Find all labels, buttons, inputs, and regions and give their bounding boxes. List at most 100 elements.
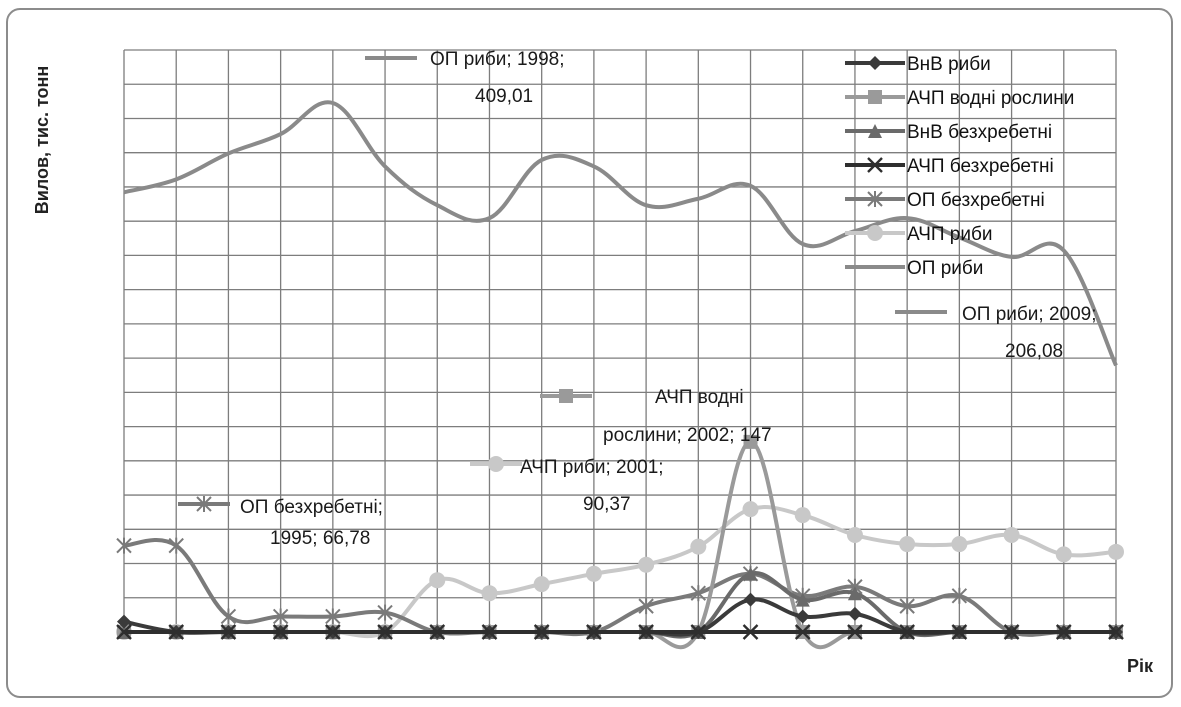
series-4-point	[690, 585, 707, 602]
data-label-key-point	[196, 496, 212, 512]
series-2-line	[123, 571, 1116, 639]
legend-key-point	[868, 90, 882, 104]
series-4-point	[899, 598, 915, 615]
annotation-layer: ОП риби; 1998; 409,01 ОП риби; 2009; 206,08…	[178, 49, 1097, 549]
legend-key-point	[868, 56, 882, 70]
series-0-point	[743, 592, 758, 607]
series-3-point	[951, 624, 968, 640]
series-5-point	[1108, 543, 1124, 560]
data-label: ОП риби; 2009; 206,08	[895, 304, 1097, 362]
series-3-point	[116, 624, 132, 640]
series-3-point	[638, 624, 654, 640]
series-4-point	[220, 608, 237, 625]
legend-label: АЧП водні рослини	[907, 88, 1074, 109]
series-3-point	[429, 624, 446, 640]
legend-label: АЧП безхребетні	[907, 156, 1054, 177]
series-3	[116, 624, 1124, 640]
series-layer	[116, 100, 1124, 650]
series-3-point	[220, 624, 237, 640]
data-label-line2: 206,08	[1005, 341, 1063, 362]
legend-label: ВнВ безхребетні	[907, 122, 1052, 143]
series-3-point	[1055, 624, 1072, 640]
series-3-point	[794, 624, 811, 640]
series-1-point	[743, 434, 758, 449]
series-3-point	[847, 624, 863, 640]
series-4-point	[116, 537, 132, 554]
legend-item: ОП безхребетні	[845, 190, 1045, 211]
series-4	[116, 537, 1124, 640]
series-5-point	[1003, 527, 1020, 543]
legend-label: ВнВ риби	[907, 54, 991, 75]
data-label: ОП риби; 1998; 409,01	[365, 49, 565, 107]
series-0-point	[795, 609, 810, 624]
legend-item: АЧП водні рослини	[845, 88, 1074, 109]
legend: ВнВ риби АЧП водні рослини ВнВ безхребетні…	[845, 54, 1074, 279]
data-label-line1: ОП риби; 2009;	[962, 304, 1097, 325]
data-label-line1: ОП безхребетні;	[240, 497, 383, 518]
series-4-point	[951, 587, 968, 604]
series-4-point	[325, 608, 341, 625]
legend-item: ВнВ риби	[845, 54, 991, 75]
data-label-line2: 409,01	[475, 86, 533, 107]
series-5-point	[742, 501, 759, 518]
series-4-line	[123, 538, 1116, 637]
series-3-point	[690, 624, 707, 640]
data-label-line1: АЧП водні	[655, 387, 744, 408]
series-3-point	[586, 624, 602, 640]
data-label: АЧП риби; 2001; 90,37	[470, 456, 664, 515]
series-3-point	[899, 624, 916, 640]
series-5-point	[794, 507, 811, 524]
series-4-point	[638, 598, 654, 615]
series-4-point	[168, 537, 184, 554]
series-5-point	[638, 556, 655, 573]
data-label: АЧП водні рослини; 2002; 147	[540, 387, 772, 446]
legend-item: ОП риби	[845, 258, 983, 279]
series-5-point	[690, 538, 707, 555]
series-3-point	[168, 624, 185, 640]
grid	[123, 49, 1117, 633]
legend-label: АЧП риби	[907, 224, 992, 245]
series-5-point	[951, 536, 968, 553]
series-3-point	[1108, 624, 1124, 640]
chart-frame	[6, 8, 1173, 698]
series-3-point	[481, 624, 498, 640]
series-5-point	[533, 576, 550, 593]
legend-label: ОП риби	[907, 258, 983, 279]
data-label-line2: 1995; 66,78	[270, 528, 370, 549]
data-label-line2: рослини; 2002; 147	[603, 425, 772, 446]
series-4-point	[377, 604, 393, 621]
legend-key-point	[867, 157, 883, 173]
series-5-point	[1055, 546, 1072, 563]
legend-label: ОП безхребетні	[907, 190, 1045, 211]
series-3-point	[1003, 624, 1020, 640]
legend-item: АЧП риби	[845, 224, 992, 245]
legend-key-point	[868, 124, 882, 138]
series-5-point	[481, 585, 498, 602]
data-label-line2: 90,37	[583, 494, 631, 515]
series-2-point	[795, 592, 810, 607]
series-3-point	[377, 624, 393, 640]
series-6	[123, 100, 1118, 367]
series-5-point	[429, 572, 446, 589]
data-label-key-point	[559, 389, 573, 403]
series-3-point	[533, 624, 550, 640]
legend-key-point	[867, 225, 883, 241]
x-axis-title: Рік	[1127, 656, 1154, 676]
series-2-point	[847, 586, 862, 601]
series-5-point	[846, 527, 863, 543]
legend-item: ВнВ безхребетні	[845, 122, 1052, 143]
series-3-point	[272, 624, 289, 640]
legend-key-point	[867, 191, 883, 207]
series-2-point	[743, 566, 758, 581]
data-label-line1: ОП риби; 1998;	[430, 49, 565, 70]
data-label: ОП безхребетні; 1995; 66,78	[178, 496, 383, 549]
series-6-line	[123, 100, 1118, 367]
series-3-point	[324, 624, 341, 640]
data-label-line1: АЧП риби; 2001;	[520, 457, 664, 478]
y-axis-title: Вилов, тис. тонн	[32, 66, 52, 215]
series-5-point	[585, 565, 602, 582]
data-label-key-point	[488, 456, 504, 472]
series-0-point	[117, 614, 131, 629]
series-0-point	[847, 606, 862, 621]
